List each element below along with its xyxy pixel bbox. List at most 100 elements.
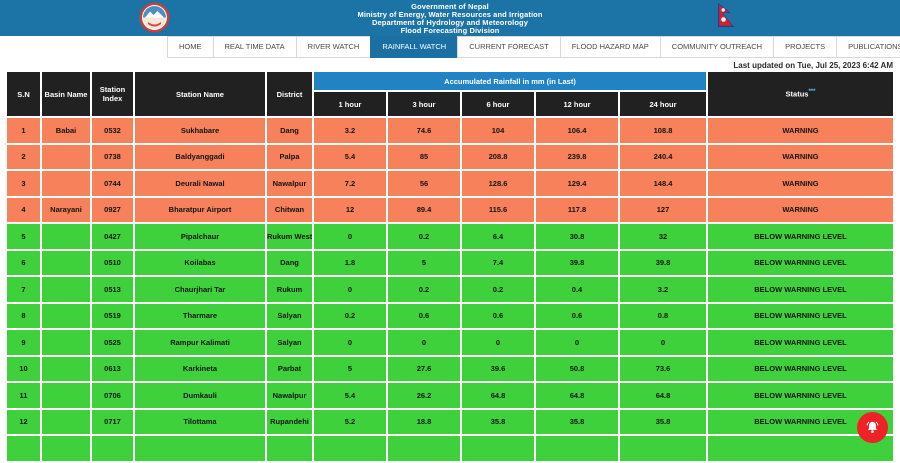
cell-district: Nawalpur	[267, 383, 312, 408]
col-header-sn: S.N	[7, 72, 40, 116]
cell-station-index: 0927	[92, 197, 133, 222]
rainfall-table-body: 1 Babai 0532 Sukhabare Dang 3.2 74.6 104 106.4 10…	[7, 118, 894, 461]
cell-rain-6h: 104	[462, 118, 534, 143]
cell-rain-6h: 0.2	[462, 277, 534, 302]
cell-rain-1h: 0	[314, 330, 386, 355]
cell-station-name: Pipalchaur	[135, 224, 265, 249]
tab-river-watch[interactable]: RIVER WATCH	[295, 36, 372, 58]
cell-rain-24h	[620, 436, 707, 461]
cell-rain-24h: 108.8	[620, 118, 707, 143]
cell-station-name: Dumkauli	[135, 383, 265, 408]
cell-rain-24h: 148.4	[620, 171, 707, 196]
cell-rain-12h: 30.8	[536, 224, 618, 249]
cell-status: BELOW WARNING LEVEL	[708, 250, 894, 275]
cell-station-index: 0519	[92, 303, 133, 328]
cell-basin	[42, 144, 90, 169]
cell-rain-3h: 18.8	[388, 409, 460, 434]
cell-rain-3h: 0.2	[388, 224, 460, 249]
cell-rain-12h: 106.4	[536, 118, 618, 143]
cell-rain-12h: 239.8	[536, 144, 618, 169]
cell-rain-12h: 39.8	[536, 250, 618, 275]
cell-rain-24h: 0	[620, 330, 707, 355]
station-row-3: 3 0744 Deurali Nawal Nawalpur 7.2 56 128.6 129.…	[7, 171, 894, 196]
tab-current-forecast[interactable]: CURRENT FORECAST	[457, 36, 561, 58]
station-row-4: 4 Narayani 0927 Bharatpur Airport Chitwan 12 8…	[7, 197, 894, 222]
col-header-station-index: Station Index	[92, 72, 133, 116]
cell-rain-3h: 89.4	[388, 197, 460, 222]
tab-home[interactable]: HOME	[167, 36, 214, 58]
cell-station-index: 0706	[92, 383, 133, 408]
cell-sn	[7, 436, 40, 461]
cell-rain-24h: 32	[620, 224, 707, 249]
cell-rain-6h: 0.6	[462, 303, 534, 328]
status-header-label: Status	[785, 89, 809, 99]
tab-community-outreach[interactable]: COMMUNITY OUTREACH	[659, 36, 775, 58]
banner-line-government: Government of Nepal	[411, 2, 489, 11]
cell-rain-1h: 0.2	[314, 303, 386, 328]
cell-rain-12h: 129.4	[536, 171, 618, 196]
cell-rain-6h: 208.8	[462, 144, 534, 169]
cell-station-index: 0717	[92, 409, 133, 434]
cell-rain-6h: 6.4	[462, 224, 534, 249]
cell-sn: 7	[7, 277, 40, 302]
cell-sn: 10	[7, 356, 40, 381]
cell-rain-6h: 7.4	[462, 250, 534, 275]
cell-status: WARNING	[708, 171, 894, 196]
cell-rain-3h: 0.2	[388, 277, 460, 302]
col-header-6-hour: 6 hour	[462, 92, 534, 116]
cell-station-name	[135, 436, 265, 461]
tab-rainfall-watch[interactable]: RAINFALL WATCH	[370, 36, 459, 58]
cell-rain-24h: 39.8	[620, 250, 707, 275]
cell-station-name: Deurali Nawal	[135, 171, 265, 196]
cell-station-name: Rampur Kalimati	[135, 330, 265, 355]
col-header-district: District	[267, 72, 312, 116]
cell-status: BELOW WARNING LEVEL	[708, 277, 894, 302]
cell-district	[267, 436, 312, 461]
cell-station-index: 0532	[92, 118, 133, 143]
cell-station-name: Tilottama	[135, 409, 265, 434]
col-header-1-hour: 1 hour	[314, 92, 386, 116]
nepal-emblem-icon	[139, 2, 170, 33]
cell-rain-12h	[536, 436, 618, 461]
tab-flood-hazard-map[interactable]: FLOOD HAZARD MAP	[559, 36, 661, 58]
cell-sn: 2	[7, 144, 40, 169]
cell-station-name: Koilabas	[135, 250, 265, 275]
cell-rain-24h: 73.6	[620, 356, 707, 381]
cell-rain-1h: 5.4	[314, 383, 386, 408]
cell-rain-1h: 1.8	[314, 250, 386, 275]
tab-projects[interactable]: PROJECTS	[773, 36, 838, 58]
col-header-12-hour: 12 hour	[536, 92, 618, 116]
government-banner: Government of Nepal Ministry of Energy, …	[0, 0, 900, 36]
cell-status: BELOW WARNING LEVEL	[708, 383, 894, 408]
cell-sn: 12	[7, 409, 40, 434]
station-row-10: 10 0613 Karkineta Parbat 5 27.6 39.6 50.8 73.6 BE…	[7, 356, 894, 381]
cell-rain-12h: 35.8	[536, 409, 618, 434]
cell-rain-24h: 3.2	[620, 277, 707, 302]
cell-rain-1h: 5.4	[314, 144, 386, 169]
cell-station-index: 0513	[92, 277, 133, 302]
cell-basin	[42, 303, 90, 328]
cell-status: BELOW WARNING LEVEL	[708, 224, 894, 249]
station-row-9: 9 0525 Rampur Kalimati Salyan 0 0 0 0 0 BELOW WAR…	[7, 330, 894, 355]
bell-icon	[866, 421, 879, 433]
cell-rain-1h: 0	[314, 277, 386, 302]
tab-publications[interactable]: PUBLICATIONS	[836, 36, 900, 58]
nepal-flag-icon	[718, 3, 734, 30]
status-header-note: ***	[808, 89, 816, 96]
cell-rain-12h: 0.6	[536, 303, 618, 328]
cell-rain-24h: 35.8	[620, 409, 707, 434]
station-row-7: 7 0513 Chaurjhari Tar Rukum 0 0.2 0.2 0.4 3.2 BEL…	[7, 277, 894, 302]
cell-basin: Narayani	[42, 197, 90, 222]
col-header-status: Status***	[708, 72, 894, 116]
alert-bell-button[interactable]	[857, 412, 888, 443]
cell-station-index: 0525	[92, 330, 133, 355]
cell-rain-24h: 240.4	[620, 144, 707, 169]
cell-rain-6h: 39.6	[462, 356, 534, 381]
cell-station-name: Bharatpur Airport	[135, 197, 265, 222]
tab-real-time-data[interactable]: REAL TIME DATA	[212, 36, 297, 58]
cell-sn: 9	[7, 330, 40, 355]
cell-rain-3h: 74.6	[388, 118, 460, 143]
cell-sn: 6	[7, 250, 40, 275]
cell-basin	[42, 250, 90, 275]
cell-station-index	[92, 436, 133, 461]
